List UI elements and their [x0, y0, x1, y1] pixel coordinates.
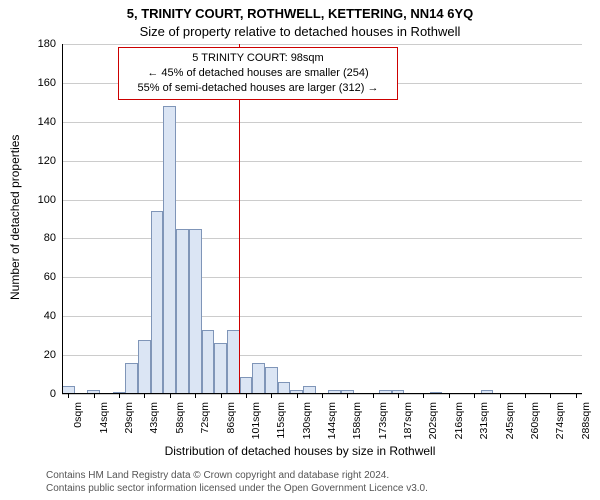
x-tick: [373, 394, 374, 398]
y-axis-line: [62, 44, 63, 394]
y-tick-label: 140: [0, 116, 62, 128]
y-tick-label: 80: [0, 232, 62, 244]
x-tick-label: 187sqm: [402, 402, 414, 446]
y-tick-label: 180: [0, 38, 62, 50]
x-tick: [94, 394, 95, 398]
x-tick: [398, 394, 399, 398]
y-axis-ticks: 020406080100120140160180: [0, 44, 62, 394]
x-tick-label: 130sqm: [301, 402, 313, 446]
x-tick: [474, 394, 475, 398]
x-tick-label: 202sqm: [427, 402, 439, 446]
x-tick: [119, 394, 120, 398]
x-tick: [576, 394, 577, 398]
x-tick-label: 144sqm: [326, 402, 338, 446]
histogram-bar: [125, 363, 138, 394]
y-tick-label: 60: [0, 271, 62, 283]
x-tick-label: 260sqm: [529, 402, 541, 446]
attribution-line2: Contains public sector information licen…: [46, 482, 428, 495]
x-tick-label: 58sqm: [174, 402, 186, 446]
histogram-bar: [214, 343, 227, 394]
x-tick-label: 173sqm: [377, 402, 389, 446]
annotation-box: 5 TRINITY COURT: 98sqm ← 45% of detached…: [118, 47, 398, 100]
y-tick-label: 0: [0, 388, 62, 400]
grid-line: [62, 122, 582, 123]
histogram-bar: [163, 106, 176, 394]
x-tick-label: 29sqm: [123, 402, 135, 446]
grid-line: [62, 316, 582, 317]
x-tick-label: 86sqm: [225, 402, 237, 446]
x-tick-label: 0sqm: [72, 402, 84, 446]
histogram-bar: [138, 340, 151, 394]
histogram-bar: [240, 377, 253, 395]
attribution-line1: Contains HM Land Registry data © Crown c…: [46, 469, 428, 482]
x-tick-label: 72sqm: [199, 402, 211, 446]
y-tick-label: 160: [0, 77, 62, 89]
x-tick: [525, 394, 526, 398]
x-tick: [170, 394, 171, 398]
x-tick-label: 115sqm: [275, 402, 287, 446]
y-tick-label: 40: [0, 310, 62, 322]
annotation-line2: ← 45% of detached houses are smaller (25…: [125, 66, 391, 81]
y-tick-label: 20: [0, 349, 62, 361]
x-tick-label: 216sqm: [453, 402, 465, 446]
x-axis-label: Distribution of detached houses by size …: [0, 444, 600, 458]
attribution-text: Contains HM Land Registry data © Crown c…: [46, 469, 428, 495]
grid-line: [62, 238, 582, 239]
x-tick: [144, 394, 145, 398]
x-tick-label: 288sqm: [580, 402, 592, 446]
histogram-bar: [265, 367, 278, 394]
x-tick: [322, 394, 323, 398]
x-tick-label: 158sqm: [351, 402, 363, 446]
x-tick: [221, 394, 222, 398]
x-tick: [423, 394, 424, 398]
x-tick-label: 231sqm: [478, 402, 490, 446]
x-tick-label: 101sqm: [250, 402, 262, 446]
x-tick-label: 245sqm: [504, 402, 516, 446]
x-tick: [550, 394, 551, 398]
annotation-line3: 55% of semi-detached houses are larger (…: [125, 81, 391, 96]
histogram-bar: [252, 363, 265, 394]
histogram-bar: [189, 229, 202, 394]
histogram-bar: [227, 330, 240, 394]
x-tick: [68, 394, 69, 398]
x-tick: [246, 394, 247, 398]
x-tick-label: 274sqm: [554, 402, 566, 446]
x-tick: [271, 394, 272, 398]
grid-line: [62, 44, 582, 45]
x-tick: [500, 394, 501, 398]
annotation-line1: 5 TRINITY COURT: 98sqm: [125, 51, 391, 66]
grid-line: [62, 161, 582, 162]
x-tick-label: 14sqm: [98, 402, 110, 446]
x-tick: [449, 394, 450, 398]
chart-title-line1: 5, TRINITY COURT, ROTHWELL, KETTERING, N…: [0, 6, 600, 21]
chart-title-line2: Size of property relative to detached ho…: [0, 24, 600, 39]
histogram-bar: [151, 211, 164, 394]
histogram-bar: [176, 229, 189, 394]
grid-line: [62, 200, 582, 201]
x-tick: [297, 394, 298, 398]
y-tick-label: 100: [0, 194, 62, 206]
y-tick-label: 120: [0, 155, 62, 167]
x-tick: [347, 394, 348, 398]
x-axis-ticks: 0sqm 14sqm 29sqm 43sqm 58sqm 72sqm 86sqm 101sqm…: [62, 394, 582, 444]
grid-line: [62, 277, 582, 278]
x-tick: [195, 394, 196, 398]
histogram-bar: [202, 330, 215, 394]
x-tick-label: 43sqm: [148, 402, 160, 446]
